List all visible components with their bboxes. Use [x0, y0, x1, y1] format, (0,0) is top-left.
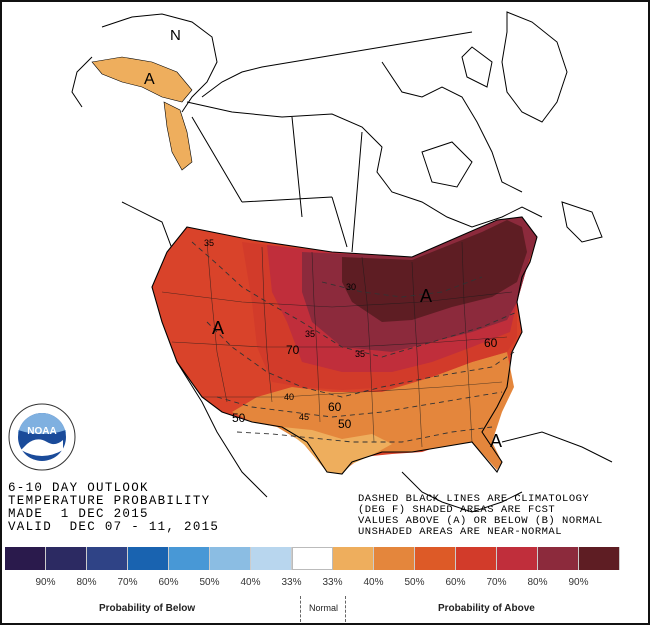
legend-swatch [333, 547, 374, 570]
legend-color-bar [5, 547, 620, 570]
clim-40-label: 40 [284, 392, 294, 402]
legend-caption-normal: Normal [309, 603, 339, 613]
legend-swatch [579, 547, 620, 570]
legend-tick-label: 80% [76, 577, 97, 588]
legend-swatch [87, 547, 128, 570]
legend-tick-label: 33% [322, 577, 343, 588]
legend-tick-label: 90% [35, 577, 56, 588]
title-line-4: VALID DEC 07 - 11, 2015 [8, 520, 220, 534]
legend-swatch [5, 547, 46, 570]
legend-swatch [456, 547, 497, 570]
map-notes: DASHED BLACK LINES ARE CLIMATOLOGY (DEG … [358, 494, 603, 538]
legend-divider-right [345, 596, 346, 622]
noaa-logo: NOAA [8, 403, 76, 471]
note-line-3: VALUES ABOVE (A) OR BELOW (B) NORMAL [358, 515, 603, 527]
legend-tick-labels: 90% 80% 70% 60% 50% 40% 33% 33% 40% 50% 60% 70% 80% 9… [25, 577, 599, 588]
legend-swatch [210, 547, 251, 570]
title-line-1: 6-10 DAY OUTLOOK [8, 481, 149, 495]
zone-above-33-gulf [282, 427, 392, 474]
legend-tick-label: 50% [199, 577, 220, 588]
legend-tick-label: 90% [568, 577, 589, 588]
legend-swatch [538, 547, 579, 570]
legend-swatch [292, 547, 333, 570]
legend-tick-label: 60% [158, 577, 179, 588]
legend-tick-label: 40% [240, 577, 261, 588]
state-lines [161, 241, 513, 448]
clim-45-label: 45 [299, 412, 309, 422]
zone-alaska-coast-40 [91, 56, 193, 103]
legend-swatch [415, 547, 456, 570]
east-above-label: A [420, 286, 432, 306]
legend-swatch [128, 547, 169, 570]
title-line-2: TEMPERATURE PROBABILITY [8, 494, 211, 508]
clim-30-label: 30 [346, 282, 356, 292]
conus-outline [151, 216, 538, 475]
noaa-logo-text: NOAA [27, 426, 56, 437]
note-line-2: (DEG F) SHADED AREAS ARE FCST [358, 504, 556, 516]
prob-50-south-label: 50 [338, 417, 352, 431]
clim-35-central-label: 35 [305, 329, 315, 339]
southeast-above-label: A [490, 431, 502, 451]
legend-swatch [374, 547, 415, 570]
zone-bc-coast-40 [163, 101, 193, 171]
legend-tick-label: 50% [404, 577, 425, 588]
clim-35-east-label: 35 [355, 349, 365, 359]
legend-caption-above: Probability of Above [438, 603, 535, 614]
west-above-label: A [212, 318, 224, 338]
legend-tick-label: 33% [281, 577, 302, 588]
legend-tick-label: 70% [117, 577, 138, 588]
prob-70-label: 70 [286, 343, 300, 357]
legend-swatch [169, 547, 210, 570]
legend-divider-left [300, 596, 301, 622]
legend-swatch [251, 547, 292, 570]
product-title: 6-10 DAY OUTLOOK TEMPERATURE PROBABILITY… [8, 482, 219, 534]
prob-60-south-label: 60 [328, 400, 342, 414]
zone-above-90 [342, 220, 527, 322]
title-line-3: MADE 1 DEC 2015 [8, 507, 149, 521]
north-label: N [170, 27, 181, 44]
note-line-4: UNSHADED AREAS ARE NEAR-NORMAL [358, 526, 563, 538]
prob-50-west-label: 50 [232, 411, 246, 425]
legend-tick-label: 70% [486, 577, 507, 588]
legend-tick-label: 40% [363, 577, 384, 588]
alaska-above-label: A [144, 71, 155, 88]
outlook-map: N A A A A 70 60 60 50 50 35 35 35 40 45 … [71, 11, 613, 513]
climatology-lines [191, 241, 518, 443]
legend-tick-label: 60% [445, 577, 466, 588]
prob-60-east-label: 60 [484, 336, 498, 350]
legend-tick-label: 80% [527, 577, 548, 588]
legend-swatch [497, 547, 538, 570]
legend-caption-below: Probability of Below [99, 603, 196, 614]
legend-swatch [46, 547, 87, 570]
clim-35-nw-label: 35 [204, 238, 214, 248]
note-line-1: DASHED BLACK LINES ARE CLIMATOLOGY [358, 493, 590, 505]
